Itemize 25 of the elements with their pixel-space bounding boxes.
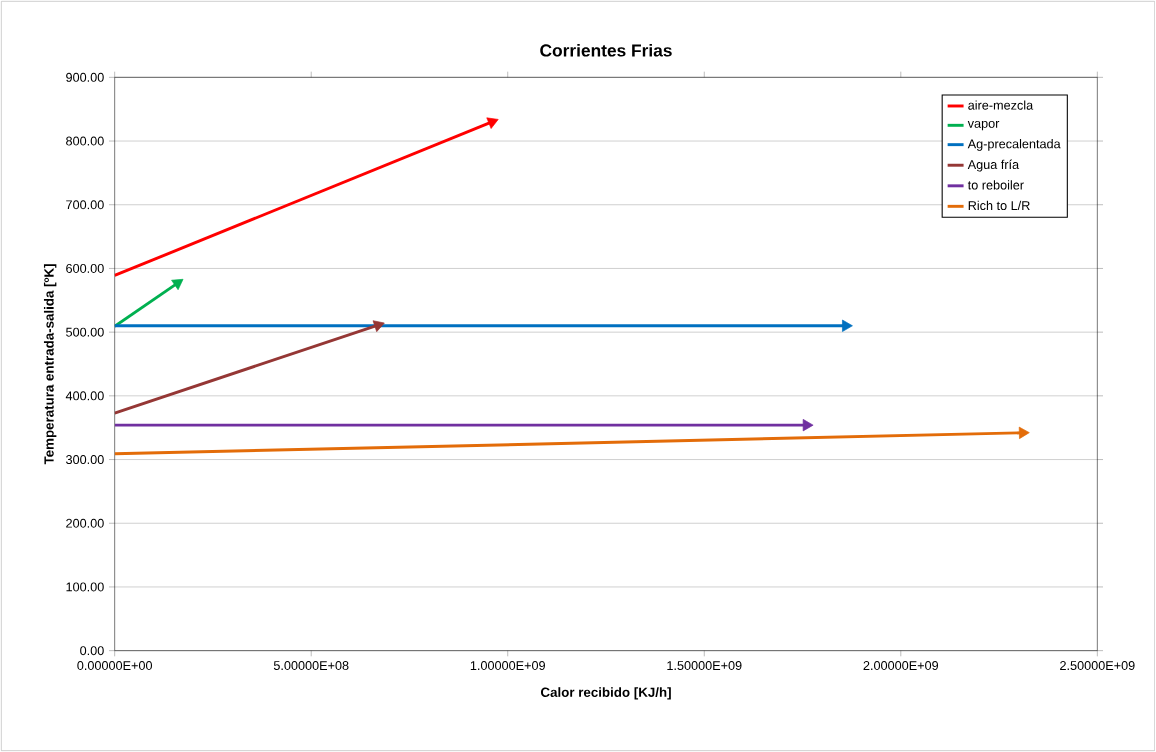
legend-label: aire-mezcla	[968, 100, 1034, 110]
x-tick-label: 2.50000E+09	[1060, 661, 1135, 671]
y-axis-title: Temperatura entrada-salida [ºK]	[43, 264, 57, 465]
y-tick-label: 700.00	[66, 200, 104, 210]
y-tick-label: 900.00	[66, 72, 104, 82]
legend-label: vapor	[967, 120, 1000, 131]
y-tick-label: 800.00	[66, 136, 104, 146]
x-tick-label: 1.50000E+09	[667, 661, 742, 671]
y-tick-label: 400.00	[65, 391, 104, 401]
x-tick-label: 0.00000E+00	[77, 661, 153, 671]
x-axis-title: Calor recibido [KJ/h]	[540, 687, 671, 700]
x-tick-label: 5.00000E+08	[273, 661, 349, 671]
y-tick-label: 500.00	[66, 327, 104, 337]
y-tick-label: 200.00	[66, 518, 104, 528]
y-tick-label: 0.00	[80, 646, 104, 656]
x-tick-label: 2.00000E+09	[863, 661, 939, 671]
y-tick-label: 100.00	[66, 582, 104, 592]
legend-label: Ag-precalentada	[967, 139, 1061, 151]
legend-label: Rich to L/R	[968, 200, 1030, 211]
chart-title: Corrientes Frias	[540, 43, 672, 57]
y-tick-label: 600.00	[66, 263, 104, 273]
y-tick-label: 300.00	[66, 455, 104, 465]
x-tick-label: 1.00000E+09	[470, 661, 545, 671]
legend-label: to reboiler	[967, 180, 1024, 190]
legend-label: Agua fría	[967, 159, 1020, 172]
